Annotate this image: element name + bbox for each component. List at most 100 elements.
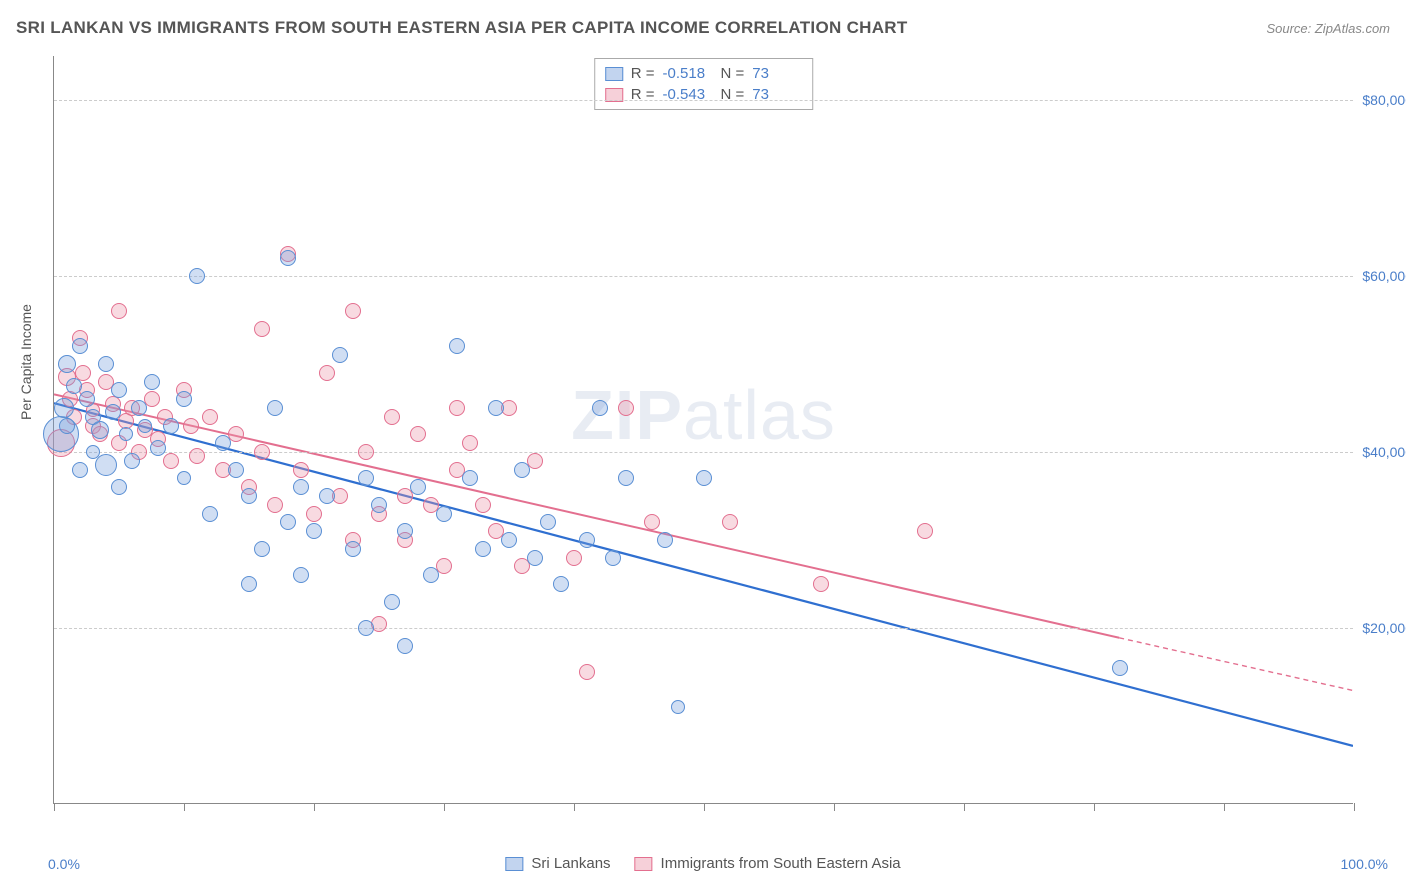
scatter-point-blue [98, 356, 114, 372]
legend-correlation-row: R =-0.518N =73 [605, 63, 803, 84]
scatter-point-blue [696, 470, 712, 486]
scatter-point-blue [293, 479, 309, 495]
scatter-point-blue [105, 404, 121, 420]
scatter-point-blue [514, 462, 530, 478]
scatter-point-pink [579, 664, 595, 680]
legend-r-value: -0.518 [663, 65, 713, 82]
scatter-point-pink [644, 514, 660, 530]
scatter-point-blue [618, 470, 634, 486]
watermark: ZIPatlas [571, 375, 836, 455]
scatter-point-blue [58, 355, 76, 373]
scatter-point-blue [462, 470, 478, 486]
scatter-point-blue [241, 576, 257, 592]
scatter-point-pink [813, 576, 829, 592]
scatter-point-blue [358, 620, 374, 636]
plot-area: ZIPatlas R =-0.518N =73R =-0.543N =73 $2… [53, 56, 1353, 804]
scatter-point-blue [124, 453, 140, 469]
x-tick [574, 803, 575, 811]
scatter-point-blue [397, 638, 413, 654]
scatter-point-blue [228, 462, 244, 478]
gridline [54, 276, 1353, 277]
scatter-point-blue [202, 506, 218, 522]
scatter-point-blue [423, 567, 439, 583]
legend-r-label: R = [631, 65, 655, 82]
scatter-point-blue [436, 506, 452, 522]
scatter-point-blue [176, 391, 192, 407]
scatter-point-blue [293, 567, 309, 583]
scatter-point-blue [138, 419, 152, 433]
scatter-point-pink [475, 497, 491, 513]
scatter-point-blue [111, 382, 127, 398]
chart-title: SRI LANKAN VS IMMIGRANTS FROM SOUTH EAST… [16, 18, 908, 38]
scatter-point-blue [527, 550, 543, 566]
x-tick [704, 803, 705, 811]
scatter-point-blue [358, 470, 374, 486]
x-tick [964, 803, 965, 811]
x-tick [444, 803, 445, 811]
scatter-point-blue [177, 471, 191, 485]
legend-swatch [605, 67, 623, 81]
legend-swatch [635, 857, 653, 871]
scatter-point-blue [66, 378, 82, 394]
scatter-point-blue [131, 400, 147, 416]
scatter-point-blue [72, 338, 88, 354]
scatter-point-blue [79, 391, 95, 407]
scatter-point-blue [488, 400, 504, 416]
scatter-point-blue [540, 514, 556, 530]
x-tick [184, 803, 185, 811]
scatter-point-blue [592, 400, 608, 416]
scatter-point-blue [144, 374, 160, 390]
scatter-point-blue [319, 488, 335, 504]
scatter-point-blue [54, 398, 74, 418]
scatter-point-blue [371, 497, 387, 513]
scatter-point-pink [384, 409, 400, 425]
scatter-point-pink [163, 453, 179, 469]
scatter-point-blue [657, 532, 673, 548]
scatter-point-blue [91, 421, 109, 439]
scatter-point-pink [189, 448, 205, 464]
scatter-point-pink [566, 550, 582, 566]
legend-series-item: Immigrants from South Eastern Asia [635, 855, 901, 872]
scatter-point-blue [345, 541, 361, 557]
scatter-point-blue [671, 700, 685, 714]
trendlines-svg [54, 56, 1353, 803]
scatter-point-pink [449, 400, 465, 416]
scatter-point-blue [189, 268, 205, 284]
scatter-point-blue [579, 532, 595, 548]
scatter-point-pink [111, 303, 127, 319]
x-tick-label-min: 0.0% [48, 856, 80, 872]
scatter-point-blue [95, 454, 117, 476]
scatter-point-pink [722, 514, 738, 530]
scatter-point-pink [917, 523, 933, 539]
y-tick-label: $60,000 [1362, 268, 1406, 284]
gridline [54, 628, 1353, 629]
scatter-point-pink [358, 444, 374, 460]
scatter-point-pink [410, 426, 426, 442]
scatter-point-pink [267, 497, 283, 513]
y-tick-label: $40,000 [1362, 444, 1406, 460]
scatter-point-pink [293, 462, 309, 478]
legend-series-label: Sri Lankans [531, 855, 610, 872]
scatter-point-blue [475, 541, 491, 557]
scatter-point-blue [72, 462, 88, 478]
scatter-point-pink [345, 303, 361, 319]
scatter-point-blue [241, 488, 257, 504]
scatter-point-pink [306, 506, 322, 522]
legend-series: Sri Lankans Immigrants from South Eastern… [505, 855, 900, 872]
scatter-point-blue [384, 594, 400, 610]
scatter-point-pink [202, 409, 218, 425]
y-tick-label: $20,000 [1362, 620, 1406, 636]
scatter-point-blue [306, 523, 322, 539]
scatter-point-blue [119, 427, 133, 441]
scatter-point-pink [254, 321, 270, 337]
scatter-point-blue [501, 532, 517, 548]
chart-header: SRI LANKAN VS IMMIGRANTS FROM SOUTH EAST… [16, 18, 1390, 38]
legend-correlation: R =-0.518N =73R =-0.543N =73 [594, 58, 814, 110]
scatter-point-pink [462, 435, 478, 451]
gridline [54, 452, 1353, 453]
x-tick [1094, 803, 1095, 811]
x-tick-label-max: 100.0% [1341, 856, 1388, 872]
scatter-point-blue [111, 479, 127, 495]
chart-source: Source: ZipAtlas.com [1266, 21, 1390, 36]
scatter-point-blue [449, 338, 465, 354]
